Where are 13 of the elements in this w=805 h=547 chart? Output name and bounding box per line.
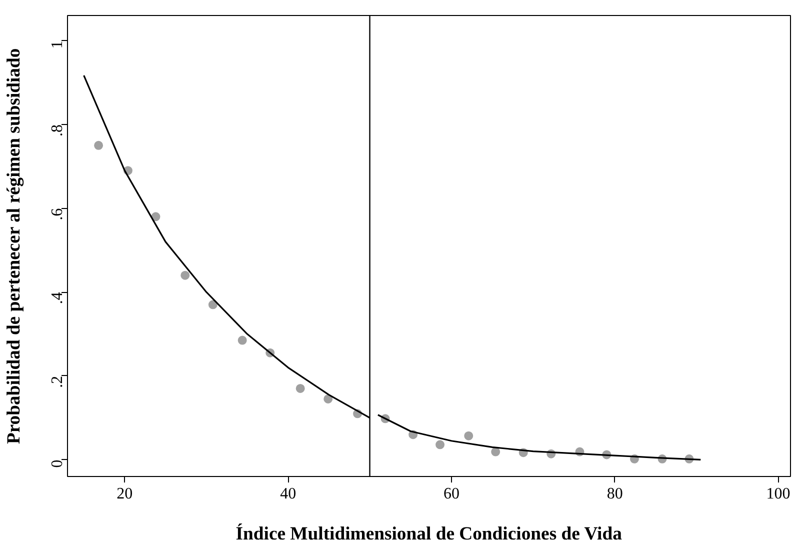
x-tick-label: 20 bbox=[116, 486, 133, 502]
y-tick-label: .6 bbox=[49, 208, 66, 220]
y-tick-label: 0 bbox=[49, 460, 66, 468]
y-axis-title: Probabilidad de pertenecer al régimen subsidiado bbox=[4, 48, 24, 444]
y-tick-label: .2 bbox=[49, 376, 66, 388]
y-tick-label: .4 bbox=[49, 292, 66, 304]
x-tick-label: 40 bbox=[280, 486, 296, 502]
x-tick-label: 80 bbox=[606, 486, 623, 502]
x-tick-label: 60 bbox=[443, 486, 460, 502]
y-tick-label: .8 bbox=[49, 124, 66, 136]
x-axis-title: Índice Multidimensional de Condiciones de Vida bbox=[236, 522, 623, 544]
y-tick-label: 1 bbox=[49, 40, 66, 49]
x-tick-label: 100 bbox=[766, 486, 790, 502]
